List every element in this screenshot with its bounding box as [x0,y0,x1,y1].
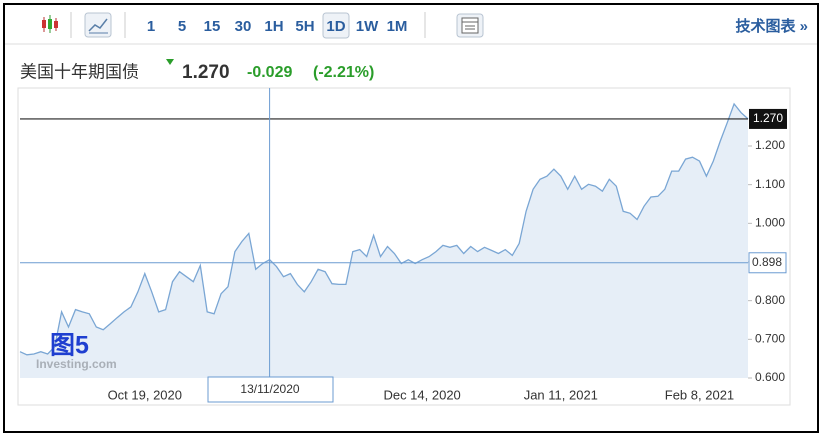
selected-interval-box [322,12,350,39]
down-indicator [166,59,174,65]
figure-annotation: 图5 [50,332,89,360]
interval-button[interactable]: 5 [178,18,186,35]
x-tick-label: Dec 14, 2020 [383,387,460,402]
interval-button[interactable]: 30 [235,18,252,35]
interval-button[interactable]: 1H [264,18,283,35]
toolbar: 技术图表 » [42,12,808,39]
x-tick-label: Oct 19, 2020 [108,387,182,402]
percent-change: (-2.21%) [313,64,374,81]
last-price-box [749,108,787,129]
candle-icon[interactable] [42,15,58,33]
crosshair-value-box [748,252,787,274]
x-tick-label: Feb 8, 2021 [665,387,734,402]
crosshair-value-label: 0.898 [752,255,782,269]
watermark: Investing.com [36,357,117,371]
interval-button[interactable]: 1 [147,18,155,35]
interval-button[interactable]: 5H [295,18,314,35]
y-tick-label: 0.600 [755,370,785,384]
last-price-label: 1.270 [753,111,783,125]
y-tick-label: 1.100 [755,177,785,191]
instrument-name: 美国十年期国债 [20,62,139,81]
chart-frame [17,87,791,406]
line-icon[interactable] [84,12,112,38]
interval-button[interactable]: 15 [204,18,221,35]
settings-icon[interactable] [456,13,484,38]
interval-button[interactable]: 1D [326,18,345,35]
interval-button[interactable]: 1M [387,18,408,35]
y-tick-label: 1.200 [755,138,785,152]
interval-button[interactable]: 1W [356,18,379,35]
tech-chart-link[interactable]: 技术图表 » [735,17,808,35]
last-price: 1.270 [182,62,230,83]
crosshair-date-label: 13/11/2020 [240,382,299,396]
y-tick-label: 1.000 [755,216,785,230]
area-fill [20,103,748,379]
y-tick-label: 0.800 [755,293,785,307]
price-change: -0.029 [247,64,292,81]
crosshair-date-box [207,376,334,403]
x-tick-label: Jan 11, 2021 [524,387,598,402]
y-tick-label: 0.700 [755,332,785,346]
price-line [19,102,749,356]
